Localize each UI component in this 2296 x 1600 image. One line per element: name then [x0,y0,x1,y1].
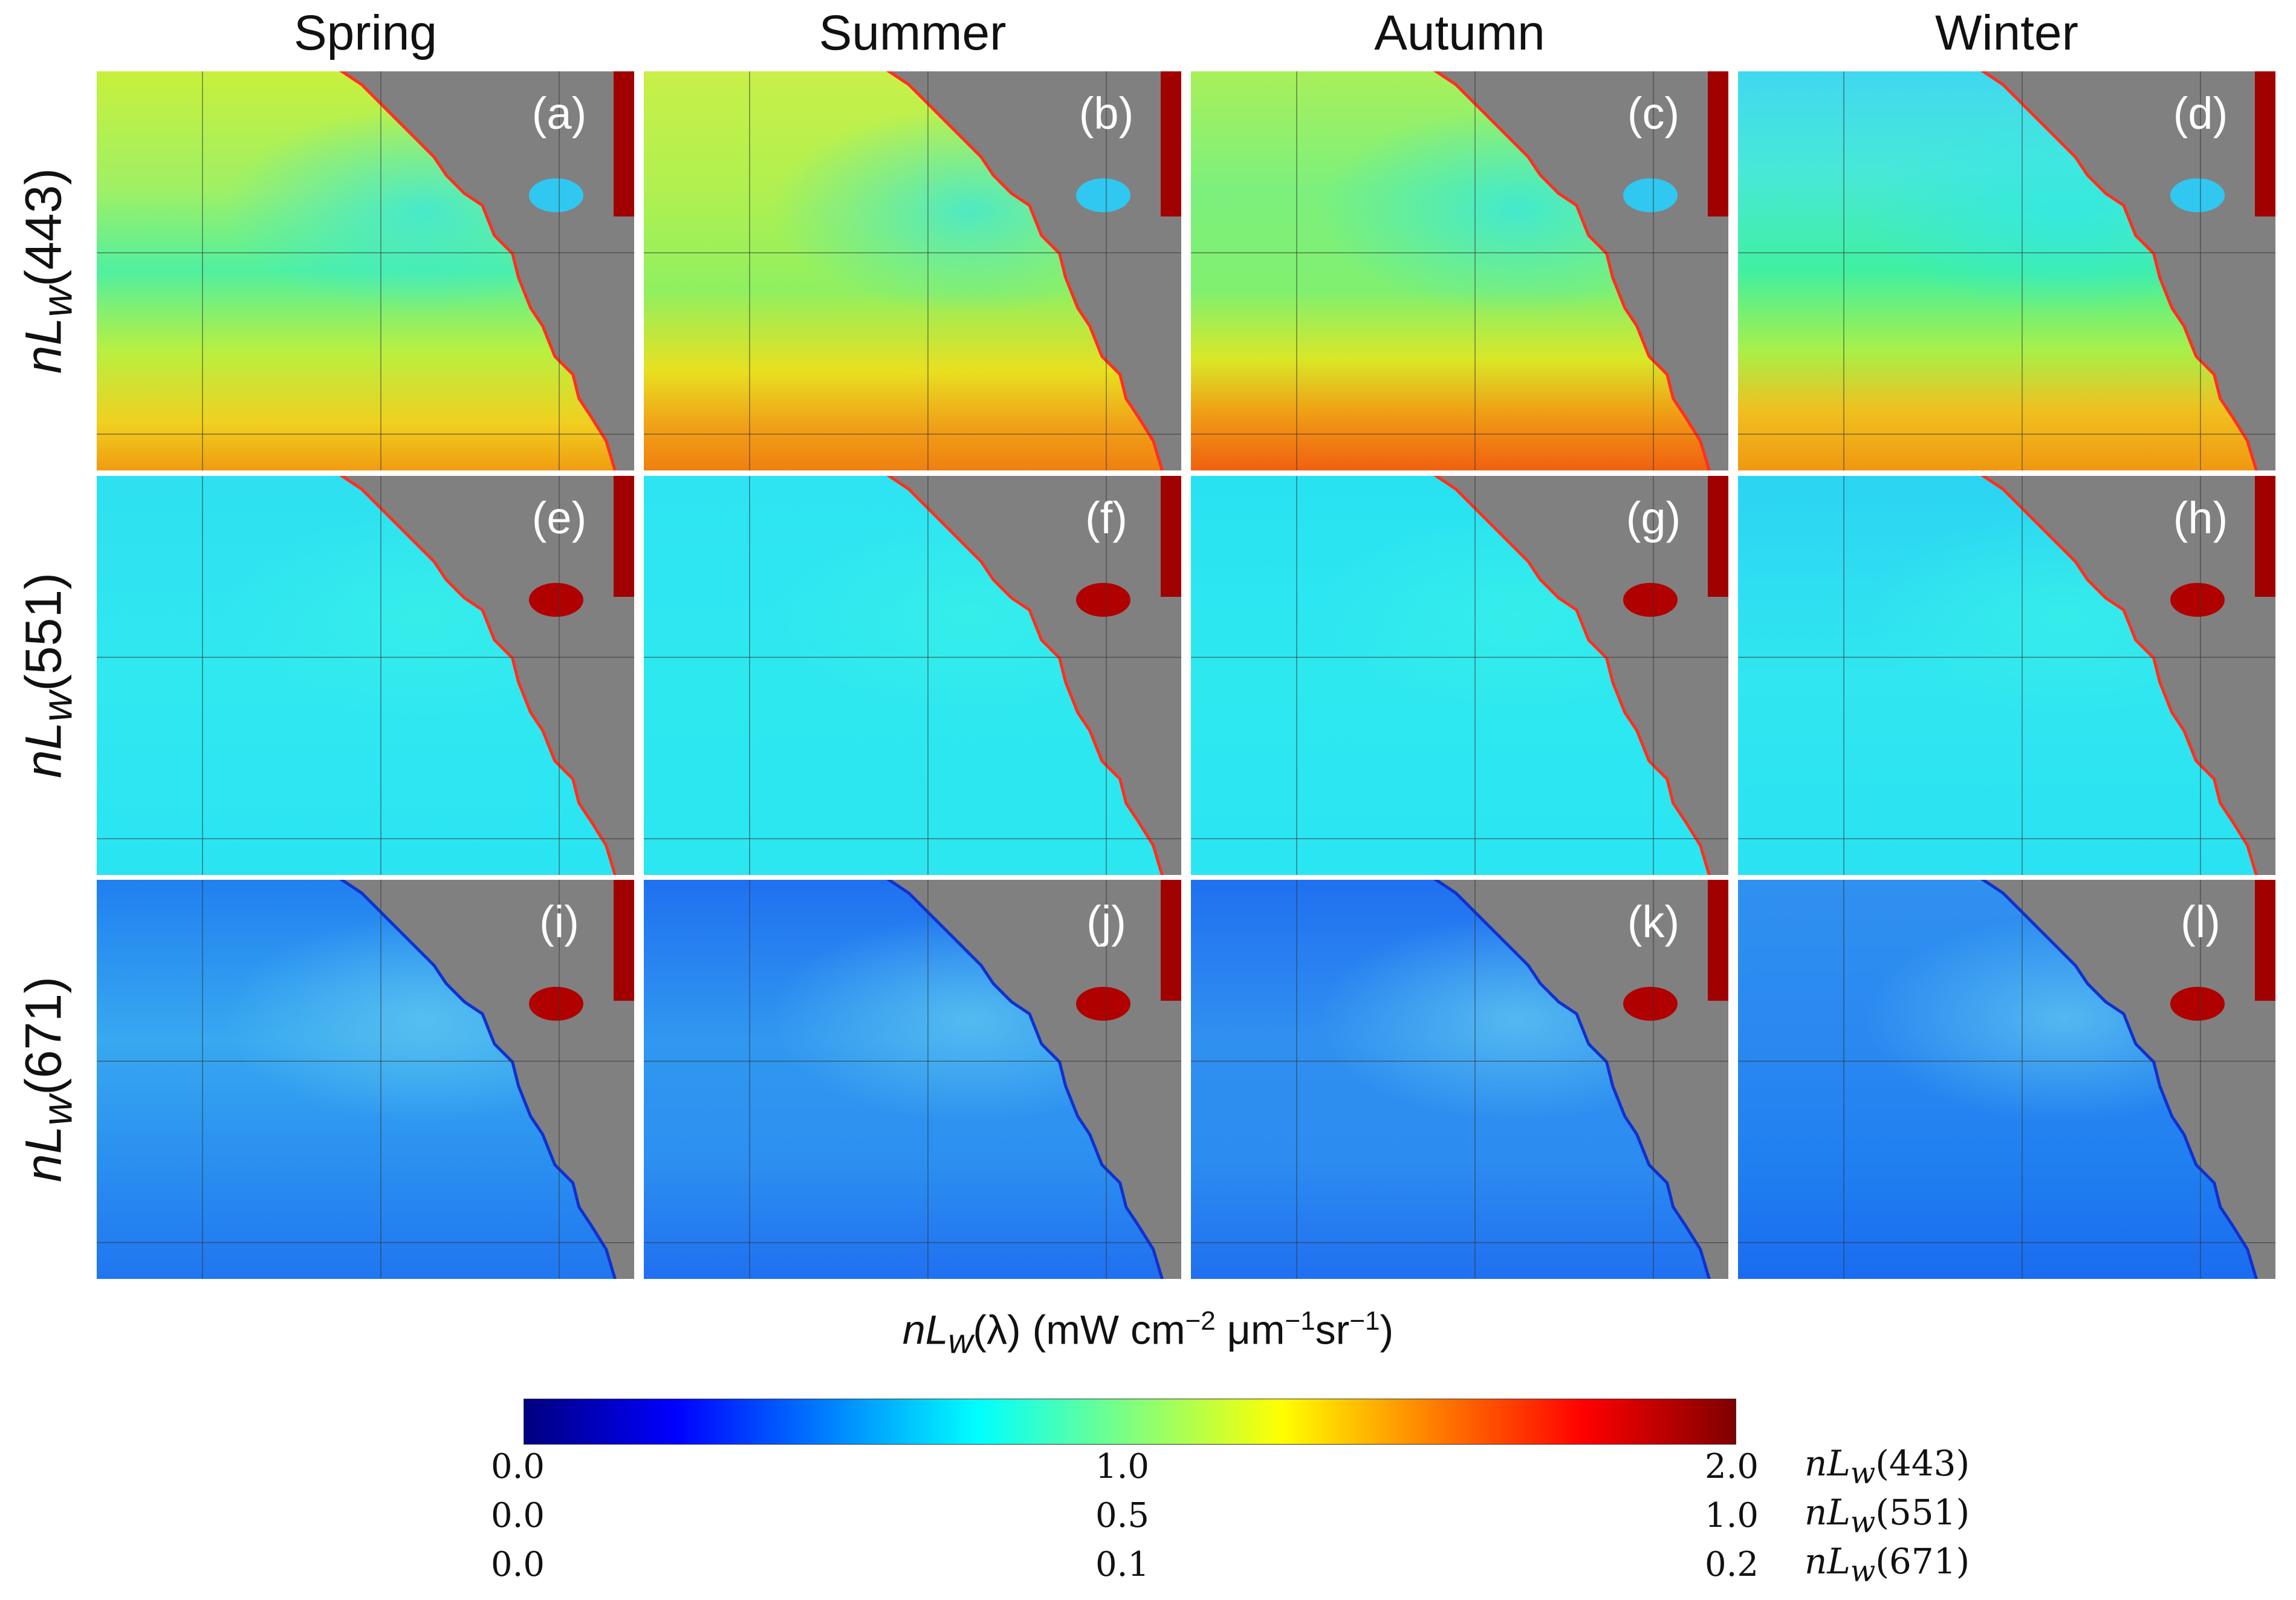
column-title-spring: Spring [293,5,438,60]
inland-lake [1076,178,1130,212]
land-mask [345,476,634,875]
map-image: (b) [644,71,1181,470]
inland-lake [2170,583,2225,617]
land-mask [1439,880,1728,1279]
land-mask [1986,71,2275,470]
land-mask [1439,71,1728,470]
map-image: (k) [1191,880,1728,1279]
lake-strip [2255,476,2275,597]
panel-letter: (k) [1627,897,1679,947]
scale-443-mid: 1.0 [1095,1447,1150,1486]
column-title-summer: Summer [819,5,1007,60]
row-label-443: nLw(443) [15,167,81,374]
lake-strip [614,71,634,216]
inland-lake [2170,178,2225,212]
row-label-671: nLw(671) [15,976,81,1183]
land-mask [345,880,634,1279]
scale-443-max: 2.0 [1705,1447,1759,1486]
map-panel-k: (k) [1191,880,1728,1279]
panel-letter: (b) [1079,88,1133,138]
inland-lake [1623,178,1678,212]
lake-strip [1161,880,1181,1001]
colorbar-gradient [524,1399,1736,1445]
map-image: (a) [97,71,634,470]
panel-letter: (l) [2181,897,2220,947]
scale-551-band-label: nLw(551) [1805,1492,1970,1540]
map-panel-j: (j) [644,880,1181,1279]
map-panel-a: (a) [97,71,634,470]
land-mask [892,71,1181,470]
lake-strip [1161,476,1181,597]
inland-lake [1076,583,1130,617]
lake-strip [1161,71,1181,216]
map-panel-g: (g) [1191,476,1728,875]
map-image: (h) [1738,476,2275,875]
scale-551-min: 0.0 [491,1496,545,1535]
panel-letter: (d) [2173,88,2228,138]
map-image: (j) [644,880,1181,1279]
map-image: (g) [1191,476,1728,875]
inland-lake [1076,987,1130,1021]
land-mask [1986,476,2275,875]
map-image: (l) [1738,880,2275,1279]
column-title-winter: Winter [1935,5,2078,60]
scale-671-min: 0.0 [491,1545,545,1584]
scale-671-mid: 0.1 [1095,1545,1150,1584]
lake-strip [614,880,634,1001]
row-label-551: nLw(551) [15,572,81,779]
lake-strip [1708,71,1728,216]
lake-strip [2255,71,2275,216]
land-mask [1986,880,2275,1279]
land-mask [892,476,1181,875]
map-image: (d) [1738,71,2275,470]
inland-lake [529,583,583,617]
scale-671-max: 0.2 [1705,1545,1759,1584]
map-panel-d: (d) [1738,71,2275,470]
map-panel-f: (f) [644,476,1181,875]
inland-lake [2170,987,2225,1021]
map-panel-c: (c) [1191,71,1728,470]
panel-letter: (j) [1086,897,1126,947]
panel-letter: (h) [2173,493,2228,543]
panel-letter: (g) [1626,493,1681,543]
lake-strip [1708,476,1728,597]
panel-letter: (c) [1627,88,1679,138]
map-panel-h: (h) [1738,476,2275,875]
map-image: (i) [97,880,634,1279]
panel-letter: (f) [1085,493,1127,543]
map-panel-i: (i) [97,880,634,1279]
land-mask [892,880,1181,1279]
inland-lake [529,987,583,1021]
map-image: (c) [1191,71,1728,470]
land-mask [345,71,634,470]
column-title-autumn: Autumn [1374,5,1545,60]
map-panel-e: (e) [97,476,634,875]
scale-443-band-label: nLw(443) [1805,1443,1970,1491]
map-panel-b: (b) [644,71,1181,470]
lake-strip [1708,880,1728,1001]
scale-443-min: 0.0 [491,1447,545,1486]
lake-strip [614,476,634,597]
panel-letter: (e) [532,493,586,543]
inland-lake [1623,987,1678,1021]
scale-551-mid: 0.5 [1095,1496,1150,1535]
map-image: (e) [97,476,634,875]
panel-letter: (i) [539,897,579,947]
inland-lake [529,178,583,212]
inland-lake [1623,583,1678,617]
lake-strip [2255,880,2275,1001]
map-image: (f) [644,476,1181,875]
map-panel-l: (l) [1738,880,2275,1279]
colorbar-title: nLw(λ) (mW cm−2 μm−1sr−1) [902,1306,1394,1361]
scale-671-band-label: nLw(671) [1805,1541,1970,1589]
scale-551-max: 1.0 [1705,1496,1759,1535]
land-mask [1439,476,1728,875]
panel-letter: (a) [532,88,586,138]
